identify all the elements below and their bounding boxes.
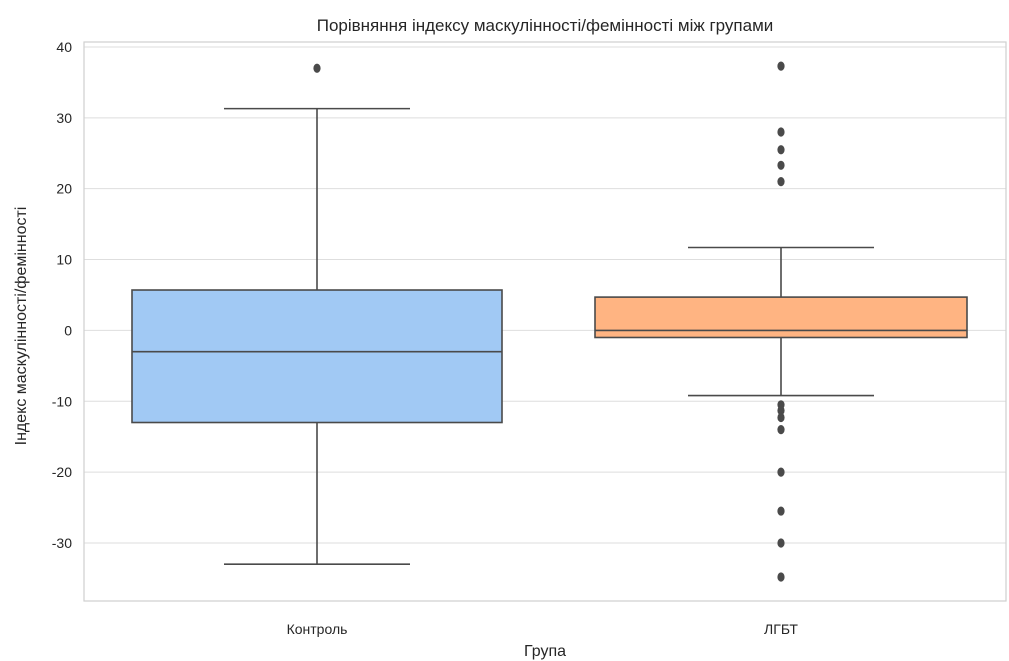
outlier-point bbox=[777, 412, 785, 423]
plot-area-frame bbox=[83, 41, 1007, 602]
x-tick-label: ЛГБТ bbox=[764, 621, 798, 637]
outlier-point bbox=[777, 572, 785, 582]
outlier-point bbox=[777, 160, 785, 170]
y-tick-label: -10 bbox=[52, 393, 72, 409]
y-tick-label: 0 bbox=[64, 322, 72, 338]
box-iqr bbox=[594, 296, 968, 339]
y-tick-label: 20 bbox=[56, 181, 72, 197]
outlier-point bbox=[777, 467, 785, 477]
y-tick-label: 40 bbox=[56, 39, 72, 55]
outlier-point bbox=[777, 425, 785, 435]
y-axis-label: Індекс маскулінності/фемінності bbox=[13, 207, 30, 446]
x-axis-label: Група bbox=[524, 643, 566, 660]
x-tick-label: Контроль bbox=[287, 621, 348, 637]
outlier-point bbox=[777, 145, 785, 155]
box-layer bbox=[131, 61, 968, 582]
box-iqr bbox=[131, 289, 503, 424]
outlier-point bbox=[777, 177, 785, 187]
outlier-point bbox=[777, 127, 785, 137]
outlier-point bbox=[777, 405, 785, 416]
outlier-point bbox=[777, 506, 785, 516]
outlier-point bbox=[777, 538, 785, 548]
y-tick-label: 10 bbox=[56, 252, 72, 268]
y-tick-label: -20 bbox=[52, 464, 72, 480]
box-group-control bbox=[131, 63, 503, 566]
tick-layer: 40 30 20 10 0 -10 -20 -30 Контроль ЛГБТ bbox=[52, 39, 799, 637]
chart-title: Порівняння індексу маскулінності/фемінно… bbox=[317, 16, 774, 35]
outlier-point bbox=[313, 63, 321, 73]
outlier-point bbox=[777, 61, 785, 71]
box-group-lgbt bbox=[594, 61, 968, 582]
y-tick-label: 30 bbox=[56, 110, 72, 126]
y-tick-label: -30 bbox=[52, 535, 72, 551]
